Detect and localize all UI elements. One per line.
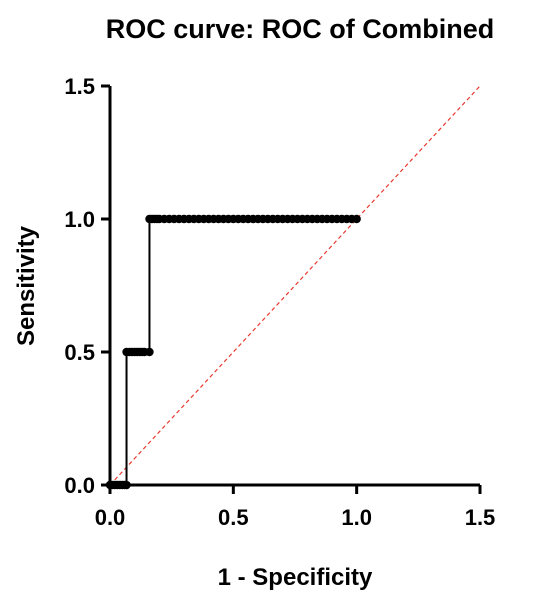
x-tick-label-2: 1.0: [341, 505, 372, 530]
y-axis-label: Sensitivity: [13, 225, 40, 346]
roc-point-61: [352, 214, 361, 224]
x-tick-label-3: 1.5: [465, 505, 496, 530]
x-tick-label-0: 0.0: [95, 505, 126, 530]
ticks: 0.0 0.5 1.0 1.5 0.0 0.5 1.0 1.5: [64, 74, 495, 530]
y-tick-label-1: 0.5: [64, 340, 95, 365]
y-tick-label-2: 1.0: [64, 207, 95, 232]
reference-line: [109, 85, 481, 486]
y-tick-label-0: 0.0: [64, 473, 95, 498]
x-tick-label-1: 0.5: [218, 505, 249, 530]
roc-point-16: [145, 347, 154, 357]
axes: [108, 86, 480, 487]
y-tick-label-3: 1.5: [64, 74, 95, 99]
plot-area: [105, 85, 481, 490]
chart-title: ROC curve: ROC of Combined: [106, 14, 495, 44]
x-axis-label: 1 - Specificity: [218, 564, 373, 591]
